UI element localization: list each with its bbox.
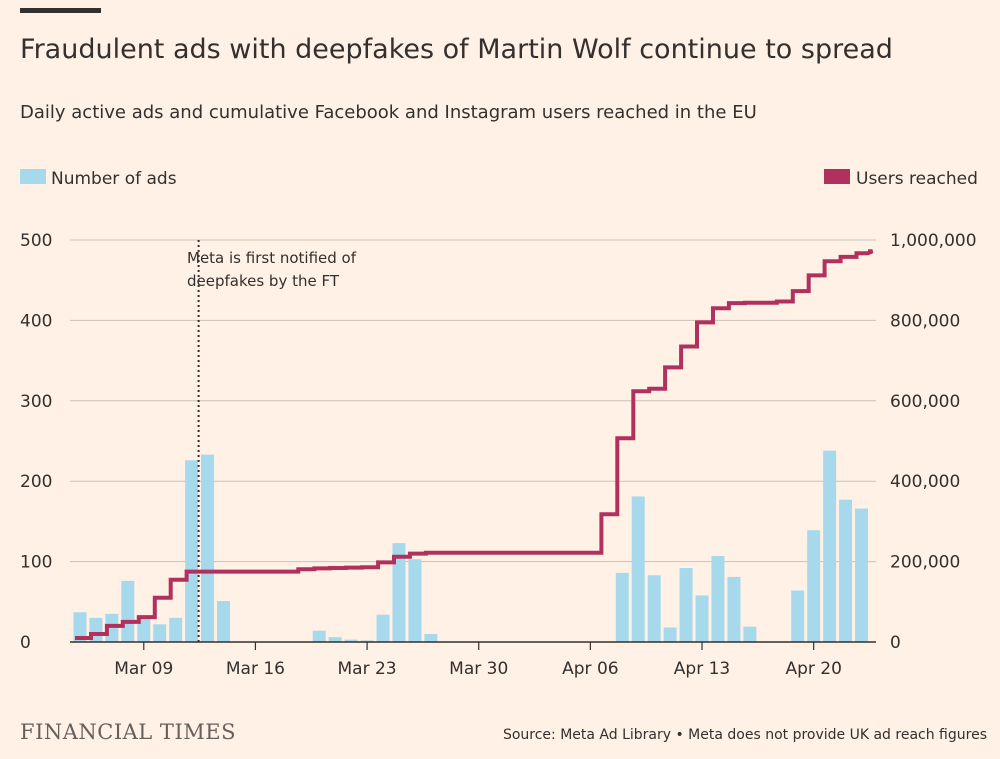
- ads-bar: [727, 576, 741, 642]
- right-axis-ticks: 0 200,000 400,000 600,000 800,000 1,000,000: [890, 231, 977, 653]
- ads-bar: [360, 640, 374, 642]
- chart-subtitle: Daily active ads and cumulative Facebook…: [20, 102, 757, 123]
- annotation-text-line-2: deepfakes by the FT: [187, 272, 340, 290]
- ads-bar: [344, 639, 358, 642]
- annotation-text-line-1: Meta is first notified of: [187, 249, 357, 267]
- ads-bar: [839, 499, 853, 642]
- ads-bar: [392, 543, 406, 642]
- ads-bar: [663, 627, 677, 642]
- ads-bar: [201, 454, 215, 642]
- right-axis-tick-label: 800,000: [890, 311, 960, 331]
- right-axis-tick-label: 200,000: [890, 553, 960, 573]
- legend-line-swatch: [824, 169, 850, 184]
- annotation-group: Meta is first notified of deepfakes by t…: [187, 240, 357, 642]
- ads-bar: [631, 496, 645, 642]
- left-axis-tick-label: 400: [20, 311, 52, 331]
- ads-bar: [823, 450, 837, 642]
- x-axis-ticks: Mar 09 Mar 16 Mar 23 Mar 30 Apr 06 Apr 13 Apr …: [114, 642, 842, 679]
- right-axis-tick-label: 0: [890, 633, 901, 653]
- x-axis-tick-label: Apr 06: [562, 659, 618, 679]
- brand-logo-text: FINANCIAL TIMES: [20, 720, 236, 744]
- ads-bar: [185, 460, 199, 642]
- left-axis-tick-label: 0: [20, 633, 31, 653]
- ads-bar: [711, 555, 725, 642]
- ads-bar: [743, 626, 757, 642]
- x-axis-tick-label: Mar 30: [449, 659, 508, 679]
- ads-bar: [807, 530, 821, 642]
- left-axis-tick-label: 300: [20, 392, 52, 412]
- ads-bar: [328, 637, 342, 642]
- right-axis-tick-label: 400,000: [890, 472, 960, 492]
- ads-bar: [376, 614, 390, 642]
- x-axis-tick-label: Mar 09: [114, 659, 173, 679]
- ads-bar: [137, 617, 151, 642]
- ads-bar: [169, 617, 183, 642]
- ads-bar: [312, 630, 326, 642]
- ads-bar: [408, 559, 422, 642]
- ads-bar: [615, 572, 629, 642]
- legend-bars-swatch: [20, 169, 46, 184]
- title-accent-bar: [20, 8, 101, 13]
- ads-bar: [121, 580, 135, 642]
- legend-bars-label: Number of ads: [51, 169, 177, 189]
- ads-bar: [217, 600, 231, 642]
- users-reached-line: [75, 249, 874, 640]
- ads-bars: [73, 450, 869, 642]
- left-axis-tick-label: 200: [20, 472, 52, 492]
- x-axis-tick-label: Apr 13: [674, 659, 730, 679]
- x-axis-tick-label: Apr 20: [785, 659, 841, 679]
- ads-bar: [73, 612, 87, 642]
- ads-bar: [855, 508, 869, 642]
- ads-bar: [424, 633, 438, 642]
- right-axis-tick-label: 600,000: [890, 392, 960, 412]
- x-axis-tick-label: Mar 16: [226, 659, 285, 679]
- ads-bar: [647, 575, 661, 642]
- left-axis-tick-label: 500: [20, 231, 52, 251]
- x-axis-tick-label: Mar 23: [338, 659, 397, 679]
- ads-bar: [153, 624, 167, 642]
- source-note: Source: Meta Ad Library • Meta does not …: [503, 727, 987, 743]
- ads-bar: [679, 568, 693, 642]
- right-axis-tick-label: 1,000,000: [890, 231, 977, 251]
- chart-title: Fraudulent ads with deepfakes of Martin …: [20, 34, 893, 65]
- legend-line-label: Users reached: [856, 169, 978, 189]
- ads-bar: [695, 595, 709, 642]
- left-axis-tick-label: 100: [20, 553, 52, 573]
- ads-bar: [791, 590, 805, 642]
- left-axis-ticks: 0 100 200 300 400 500: [20, 231, 52, 653]
